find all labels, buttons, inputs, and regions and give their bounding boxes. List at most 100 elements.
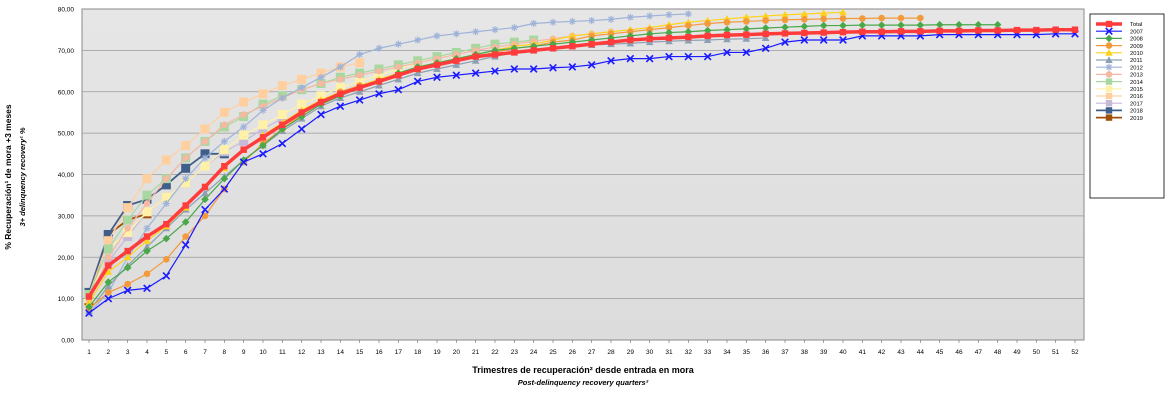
data-point-2009 xyxy=(762,17,769,24)
data-point-total xyxy=(994,27,1001,34)
data-point-total xyxy=(917,28,924,35)
data-point-2007 xyxy=(433,73,441,82)
x-tick-label: 18 xyxy=(414,349,422,356)
y-tick-label: 50,00 xyxy=(58,131,75,138)
data-point-total xyxy=(143,233,151,240)
data-point-2007 xyxy=(297,125,306,133)
data-point-2013 xyxy=(453,51,460,58)
data-point-2007 xyxy=(645,54,654,63)
data-point-2007 xyxy=(761,44,770,53)
data-point-2009 xyxy=(723,18,731,26)
x-tick-label: 22 xyxy=(491,349,499,356)
data-point-total xyxy=(897,28,905,35)
data-point-total xyxy=(646,35,653,42)
legend-label: 2010 xyxy=(1130,51,1143,57)
data-point-2008 xyxy=(684,27,693,36)
legend-label: Total xyxy=(1130,22,1142,28)
data-point-total xyxy=(607,38,615,46)
data-point-2015 xyxy=(161,192,171,202)
legend-swatch-marker xyxy=(1105,56,1113,63)
data-point-2007 xyxy=(471,69,480,77)
data-point-total xyxy=(723,31,731,39)
data-point-2010 xyxy=(568,32,577,39)
data-point-2008 xyxy=(85,303,93,311)
data-point-2009 xyxy=(182,233,189,240)
data-point-2009 xyxy=(801,16,808,23)
x-tick-label: 33 xyxy=(704,349,712,356)
legend-swatch-marker xyxy=(1105,114,1113,121)
data-point-2015 xyxy=(277,110,287,120)
x-tick-label: 44 xyxy=(917,349,925,356)
data-point-2015 xyxy=(374,70,384,80)
data-point-total xyxy=(975,27,982,34)
y-axis-title-en: 3+ delinquency recovery¹ % xyxy=(18,127,27,226)
data-point-2009 xyxy=(665,24,673,31)
data-point-2012 xyxy=(356,51,364,59)
data-point-2010 xyxy=(761,12,770,20)
x-tick-label: 15 xyxy=(356,349,364,356)
data-point-total xyxy=(395,72,402,79)
data-point-2008 xyxy=(781,23,789,32)
data-point-2013 xyxy=(163,175,170,182)
data-point-2013 xyxy=(124,224,131,232)
data-point-2009 xyxy=(588,32,595,40)
y-tick-label: 70,00 xyxy=(58,48,75,55)
data-point-2009 xyxy=(105,289,112,296)
data-point-2007 xyxy=(394,85,403,94)
data-point-2008 xyxy=(181,218,190,226)
legend-swatch-marker xyxy=(1105,107,1113,114)
x-tick-label: 32 xyxy=(685,349,693,356)
data-point-2010 xyxy=(839,8,847,16)
x-tick-label: 19 xyxy=(433,349,441,356)
data-point-2008 xyxy=(742,25,751,33)
legend-label: 2019 xyxy=(1130,116,1143,122)
data-point-2008 xyxy=(858,21,867,29)
data-point-total xyxy=(453,57,460,64)
data-point-total xyxy=(337,90,344,98)
data-point-total xyxy=(685,33,692,41)
legend-label: 2017 xyxy=(1130,101,1143,107)
data-point-total xyxy=(665,34,673,42)
data-point-2008 xyxy=(665,28,673,37)
x-tick-label: 17 xyxy=(395,349,403,356)
data-point-2011 xyxy=(201,189,209,197)
legend-item-2015: 2015 xyxy=(1096,85,1143,93)
data-point-2012 xyxy=(394,40,402,48)
data-point-2007 xyxy=(375,89,383,98)
x-tick-label: 4 xyxy=(145,349,149,356)
data-point-2013 xyxy=(356,71,363,79)
data-point-total xyxy=(414,65,421,73)
legend-item-2017: 2017 xyxy=(1096,100,1143,107)
x-axis-title-en: Post-delinquency recovery quarters² xyxy=(518,378,649,387)
data-point-total xyxy=(511,49,518,56)
legend-swatch-marker xyxy=(1105,27,1113,36)
x-tick-label: 10 xyxy=(259,349,267,356)
data-point-2010 xyxy=(143,236,151,244)
data-point-2007 xyxy=(839,36,847,44)
data-point-2015 xyxy=(200,161,210,171)
x-tick-label: 40 xyxy=(839,349,847,356)
x-tick-label: 21 xyxy=(472,349,480,356)
data-point-2015 xyxy=(239,130,249,140)
data-point-total xyxy=(259,134,267,141)
x-tick-label: 51 xyxy=(1052,349,1060,356)
data-point-2009 xyxy=(897,14,905,22)
legend-label: 2015 xyxy=(1130,87,1143,93)
data-point-2016 xyxy=(258,89,268,99)
x-tick-label: 24 xyxy=(530,349,538,356)
data-point-2012 xyxy=(491,26,499,34)
data-point-2012 xyxy=(414,36,422,44)
data-point-2007 xyxy=(723,48,731,57)
series-line-total xyxy=(87,27,1075,298)
data-point-2008 xyxy=(916,21,925,29)
y-tick-label: 40,00 xyxy=(58,172,75,179)
data-point-total xyxy=(627,36,634,44)
data-point-2016 xyxy=(277,81,287,91)
data-point-2007 xyxy=(85,309,93,317)
data-point-2016 xyxy=(181,141,191,151)
x-tick-label: 7 xyxy=(203,349,207,356)
data-point-total xyxy=(163,220,170,228)
data-point-2012 xyxy=(201,154,209,162)
legend-swatch-marker xyxy=(1105,85,1113,92)
